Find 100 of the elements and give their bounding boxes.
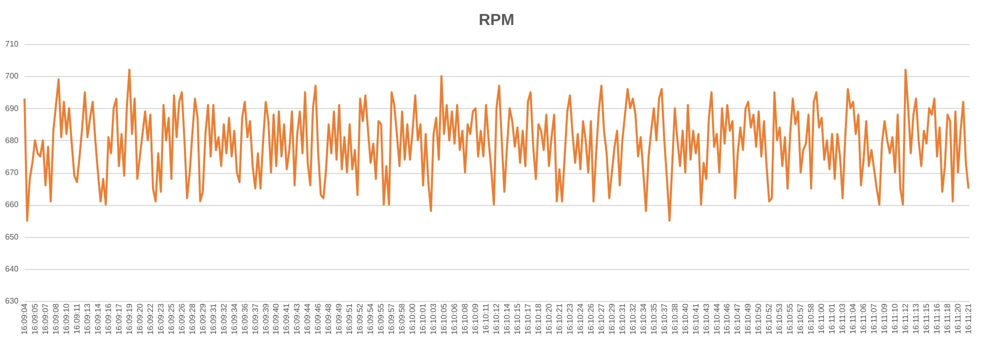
x-tick-label: 16:11:16 [932,302,942,334]
x-tick-label: 16:09:51 [345,302,354,335]
x-tick-label: 16:10:34 [638,302,648,335]
x-tick-label: 16:09:16 [104,302,113,335]
x-tick-label: 16:10:27 [596,302,606,335]
x-tick-label: 16:09:48 [324,302,334,335]
x-tick-label: 16:10:03 [429,302,438,335]
x-tick-label: 16:10:24 [576,302,585,335]
x-tick-label: 16:09:49 [334,302,344,335]
x-tick-label: 16:10:31 [618,302,627,335]
x-tick-label: 16:10:29 [607,302,616,335]
x-tick-label: 16:10:14 [502,302,512,335]
chart-title: RPM [478,12,514,29]
x-tick-label: 16:10:01 [418,302,428,335]
x-tick-label: 16:10:53 [775,302,784,335]
x-tick-label: 16:10:21 [554,302,564,335]
x-tick-label: 16:09:08 [51,302,60,335]
x-tick-label: 16:09:43 [292,302,302,335]
x-tick-label: 16:09:04 [20,302,30,335]
x-tick-label: 16:10:38 [670,302,680,335]
x-tick-label: 16:10:26 [586,302,596,335]
x-tick-label: 16:10:50 [754,302,764,335]
y-tick-label: 710 [5,40,20,48]
x-tick-label: 16:09:40 [272,302,281,335]
x-tick-label: 16:11:21 [964,302,973,334]
y-tick-label: 680 [5,136,20,145]
x-tick-label: 16:09:25 [166,302,176,335]
x-tick-label: 16:09:55 [376,302,386,335]
x-tick-label: 16:11:03 [838,302,848,334]
x-tick-label: 16:09:31 [208,302,218,335]
x-tick-label: 16:10:09 [471,302,480,335]
x-tick-label: 16:09:13 [82,302,92,335]
x-tick-label: 16:09:07 [41,302,50,335]
x-tick-label: 16:09:37 [250,302,260,335]
x-tick-label: 16:10:20 [544,302,554,335]
x-tick-label: 16:11:07 [870,302,879,334]
x-tick-label: 16:11:10 [890,302,900,334]
x-tick-label: 16:10:40 [680,302,690,335]
x-tick-label: 16:09:28 [188,302,197,335]
x-tick-label: 16:10:18 [534,302,543,335]
y-tick-label: 650 [5,232,20,242]
x-tick-label: 16:11:20 [953,302,962,334]
x-tick-label: 16:10:23 [565,302,574,335]
x-tick-label: 16:10:32 [628,302,638,335]
x-tick-label: 16:10:41 [691,302,700,335]
x-tick-label: 16:09:05 [30,302,40,335]
x-tick-label: 16:09:23 [156,302,166,335]
x-tick-label: 16:09:36 [240,302,250,335]
x-tick-label: 16:10:58 [806,302,816,335]
x-tick-label: 16:09:26 [177,302,186,335]
y-tick-label: 630 [5,296,20,306]
x-tick-label: 16:09:54 [366,302,376,335]
x-tick-label: 16:11:06 [859,302,868,334]
x-tick-label: 16:10:55 [786,302,795,335]
x-tick-label: 16:10:00 [408,302,418,335]
x-tick-label: 16:09:44 [303,302,312,335]
x-tick-label: 16:09:17 [114,302,124,335]
x-tick-label: 16:09:11 [72,302,82,334]
x-tick-label: 16:11:04 [848,302,858,334]
x-tick-label: 16:09:58 [398,302,407,335]
x-tick-label: 16:11:00 [817,302,826,334]
x-tick-label: 16:10:08 [460,302,470,335]
x-tick-label: 16:09:20 [135,302,144,335]
x-tick-label: 16:10:44 [712,302,722,335]
x-tick-label: 16:10:43 [702,302,711,335]
x-tick-label: 16:10:06 [450,302,460,335]
y-tick-label: 700 [5,72,20,81]
x-tick-label: 16:10:52 [764,302,774,335]
x-tick-label: 16:10:37 [660,302,669,335]
x-tick-label: 16:11:15 [922,302,932,334]
line-series [24,68,970,222]
x-tick-label: 16:11:01 [828,302,837,334]
x-tick-label: 16:09:14 [93,302,102,335]
x-tick-label: 16:09:29 [198,302,208,335]
x-tick-label: 16:11:12 [901,302,910,334]
x-tick-label: 16:11:18 [943,302,952,334]
x-tick-label: 16:09:34 [230,302,239,335]
x-tick-label: 16:10:15 [512,302,522,335]
x-tick-label: 16:09:52 [356,302,365,335]
x-tick-label: 16:09:32 [219,302,228,335]
x-tick-label: 16:09:39 [261,302,270,335]
x-tick-label: 16:09:46 [314,302,323,335]
x-tick-label: 16:10:57 [796,302,806,335]
x-tick-label: 16:10:35 [649,302,658,335]
x-tick-label: 16:09:10 [62,302,71,335]
x-tick-label: 16:10:11 [482,302,491,334]
y-tick-label: 690 [5,104,20,113]
y-tick-label: 660 [5,200,20,210]
x-tick-label: 16:10:17 [523,302,532,335]
x-tick-label: 16:09:57 [387,302,396,335]
x-tick-label: 16:10:46 [722,302,732,335]
y-tick-label: 640 [5,264,20,274]
x-tick-label: 16:09:19 [124,302,134,335]
x-tick-label: 16:10:05 [440,302,449,335]
y-tick-label: 670 [5,168,20,177]
x-tick-label: 16:10:49 [744,302,753,335]
x-tick-label: 16:10:12 [492,302,501,335]
x-tick-label: 16:10:47 [733,302,742,335]
x-tick-label: 16:09:41 [282,302,292,335]
x-tick-label: 16:09:22 [146,302,155,335]
